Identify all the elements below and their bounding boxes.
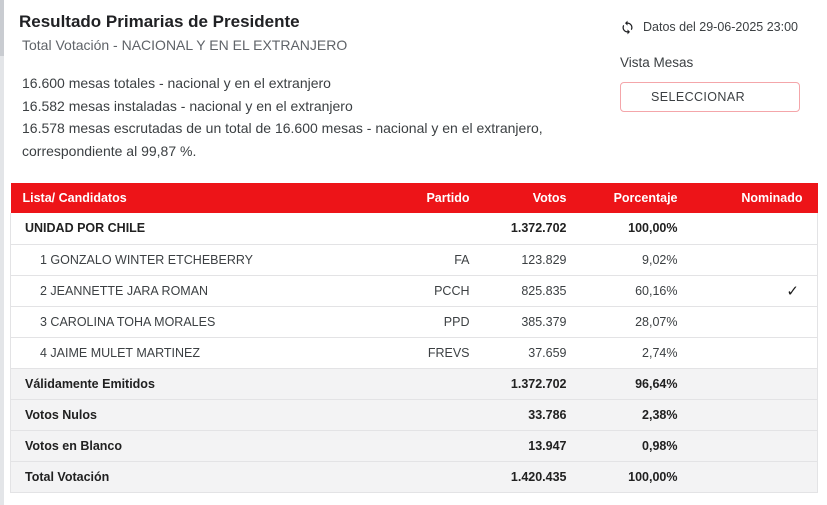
table-cell-votos: 37.659 <box>528 345 567 360</box>
data-timestamp-row: Datos del 29-06-2025 23:00 <box>619 19 798 35</box>
column-header-votos: Votos <box>532 191 567 205</box>
table-cell-pct: 28,07% <box>635 314 678 329</box>
page-subtitle: Total Votación - NACIONAL Y EN EL EXTRAN… <box>22 37 348 53</box>
results-table-header: Lista/ Candidatos Partido Votos Porcenta… <box>10 183 818 213</box>
table-cell-nominado <box>693 461 818 492</box>
table-cell-partido <box>385 368 485 399</box>
table-cell-partido: FA <box>454 252 470 267</box>
results-table: Lista/ Candidatos Partido Votos Porcenta… <box>10 183 818 493</box>
table-cell-votos: 123.829 <box>521 252 567 267</box>
column-header-partido: Partido <box>426 191 470 205</box>
left-scrollbar[interactable] <box>0 0 4 505</box>
table-cell-pct: 100,00% <box>628 221 678 236</box>
results-table-body: UNIDAD POR CHILE 1.372.702 100,00% 1 GONZAL… <box>10 213 818 492</box>
mesas-info-line: 16.578 mesas escrutadas de un total de 1… <box>22 120 543 159</box>
table-cell-votos: 385.379 <box>521 314 567 329</box>
table-cell-votos: 825.835 <box>521 283 567 298</box>
table-row: Total Votación 1.420.435 100,00% <box>10 461 818 492</box>
table-row: Votos Nulos 33.786 2,38% <box>10 399 818 430</box>
table-cell-nominado <box>693 399 818 430</box>
table-cell-pct: 0,98% <box>642 438 678 453</box>
table-cell-votos: 33.786 <box>528 407 567 422</box>
table-row: UNIDAD POR CHILE 1.372.702 100,00% <box>10 213 818 244</box>
mesas-info-line: 16.600 mesas totales - nacional y en el … <box>22 75 331 91</box>
column-header-nominado: Nominado <box>741 191 803 205</box>
table-cell-name: 3 CAROLINA TOHA MORALES <box>40 314 216 329</box>
table-row: 4 JAIME MULET MARTINEZ FREVS 37.659 2,74% <box>10 337 818 368</box>
table-cell-name: Votos en Blanco <box>25 438 123 453</box>
table-cell-name: Válidamente Emitidos <box>25 376 155 391</box>
table-cell-nominado: ✓ <box>693 275 818 306</box>
scrollbar-thumb[interactable] <box>0 0 4 56</box>
table-row: Válidamente Emitidos 1.372.702 96,64% <box>10 368 818 399</box>
table-cell-name: Total Votación <box>25 469 110 484</box>
column-header-porcentaje: Porcentaje <box>613 191 678 205</box>
table-cell-name: 2 JEANNETTE JARA ROMAN <box>40 283 209 298</box>
table-cell-votos: 13.947 <box>528 438 567 453</box>
table-cell-name: 4 JAIME MULET MARTINEZ <box>40 345 200 360</box>
nominated-check-icon: ✓ <box>786 282 799 300</box>
table-cell-pct: 100,00% <box>628 469 678 484</box>
table-cell-partido: PCCH <box>434 283 470 298</box>
table-cell-name: UNIDAD POR CHILE <box>25 221 146 236</box>
data-timestamp: Datos del 29-06-2025 23:00 <box>643 20 798 34</box>
table-cell-partido <box>385 461 485 492</box>
table-cell-partido: PPD <box>443 314 470 329</box>
refresh-icon[interactable] <box>619 19 635 35</box>
refresh-icon-glyph <box>622 20 632 34</box>
table-cell-partido <box>385 430 485 461</box>
table-row: 2 JEANNETTE JARA ROMAN PCCH 825.835 60,16% ✓ <box>10 275 818 306</box>
mesas-info-line: 16.582 mesas instaladas - nacional y en … <box>22 97 353 114</box>
table-row: 1 GONZALO WINTER ETCHEBERRY FA 123.829 9,02… <box>10 244 818 275</box>
table-cell-partido <box>385 399 485 430</box>
table-cell-nominado <box>693 430 818 461</box>
table-cell-nominado <box>693 337 818 368</box>
table-cell-pct: 2,74% <box>642 345 678 360</box>
table-cell-pct: 2,38% <box>642 407 678 422</box>
table-cell-votos: 1.372.702 <box>510 376 567 391</box>
table-cell-votos: 1.372.702 <box>510 221 567 236</box>
table-cell-partido <box>385 213 485 244</box>
table-row: Votos en Blanco 13.947 0,98% <box>10 430 818 461</box>
seleccionar-button[interactable]: SELECCIONAR <box>620 82 800 112</box>
table-cell-nominado <box>693 306 818 337</box>
table-cell-pct: 60,16% <box>635 283 678 298</box>
table-cell-name: 1 GONZALO WINTER ETCHEBERRY <box>40 252 253 267</box>
column-header-lista-candidatos: Lista/ Candidatos <box>22 191 127 205</box>
table-cell-pct: 9,02% <box>642 252 678 267</box>
table-cell-nominado <box>693 213 818 244</box>
page-title: Resultado Primarias de Presidente <box>19 12 300 31</box>
table-cell-pct: 96,64% <box>635 376 678 391</box>
table-cell-nominado <box>693 368 818 399</box>
table-cell-partido: FREVS <box>427 345 470 360</box>
table-cell-name: Votos Nulos <box>25 407 97 422</box>
mesas-info-block: 16.600 mesas totales - nacional y en el … <box>22 72 600 162</box>
table-cell-votos: 1.420.435 <box>510 469 567 484</box>
table-row: 3 CAROLINA TOHA MORALES PPD 385.379 28,07% <box>10 306 818 337</box>
table-cell-nominado <box>693 244 818 275</box>
vista-mesas-label: Vista Mesas <box>620 55 694 70</box>
